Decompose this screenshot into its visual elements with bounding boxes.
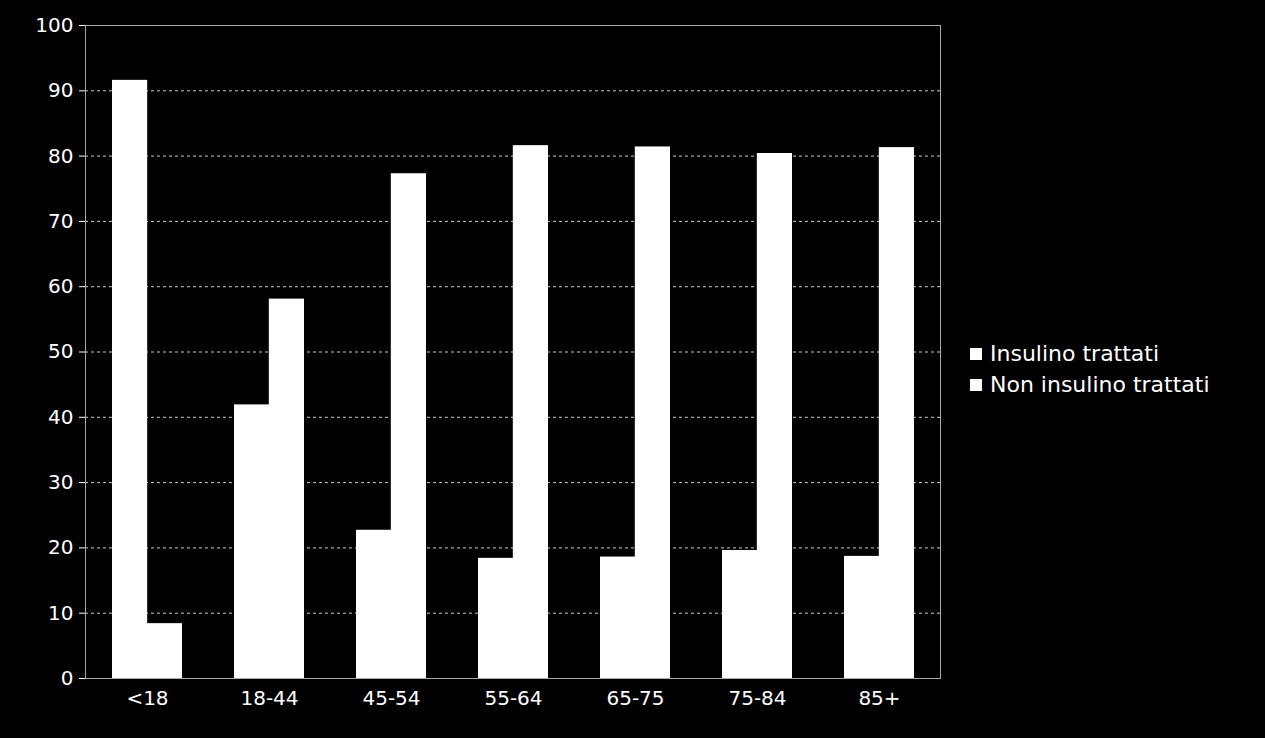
svg-text:60: 60 bbox=[48, 274, 73, 298]
svg-text:50: 50 bbox=[48, 339, 73, 363]
html-text:Non insulino trattati: Non insulino trattati bbox=[990, 372, 1210, 397]
svg-text:30: 30 bbox=[48, 470, 73, 494]
svg-text:70: 70 bbox=[48, 209, 73, 233]
svg-text:10: 10 bbox=[48, 601, 73, 625]
html-text:Insulino trattati: Insulino trattati bbox=[990, 341, 1160, 366]
svg-text:18-44: 18-44 bbox=[240, 686, 298, 710]
svg-text:100: 100 bbox=[35, 13, 73, 37]
svg-text:45-54: 45-54 bbox=[362, 686, 420, 710]
svg-text:55-64: 55-64 bbox=[484, 686, 542, 710]
svg-text:65-75: 65-75 bbox=[606, 686, 664, 710]
svg-text:<18: <18 bbox=[126, 686, 168, 710]
svg-text:85+: 85+ bbox=[858, 686, 900, 710]
svg-text:40: 40 bbox=[48, 405, 73, 429]
svg-text:0: 0 bbox=[61, 666, 74, 690]
svg-text:20: 20 bbox=[48, 535, 73, 559]
svg-text:90: 90 bbox=[48, 78, 73, 102]
svg-text:80: 80 bbox=[48, 144, 73, 168]
svg-text:75-84: 75-84 bbox=[728, 686, 786, 710]
